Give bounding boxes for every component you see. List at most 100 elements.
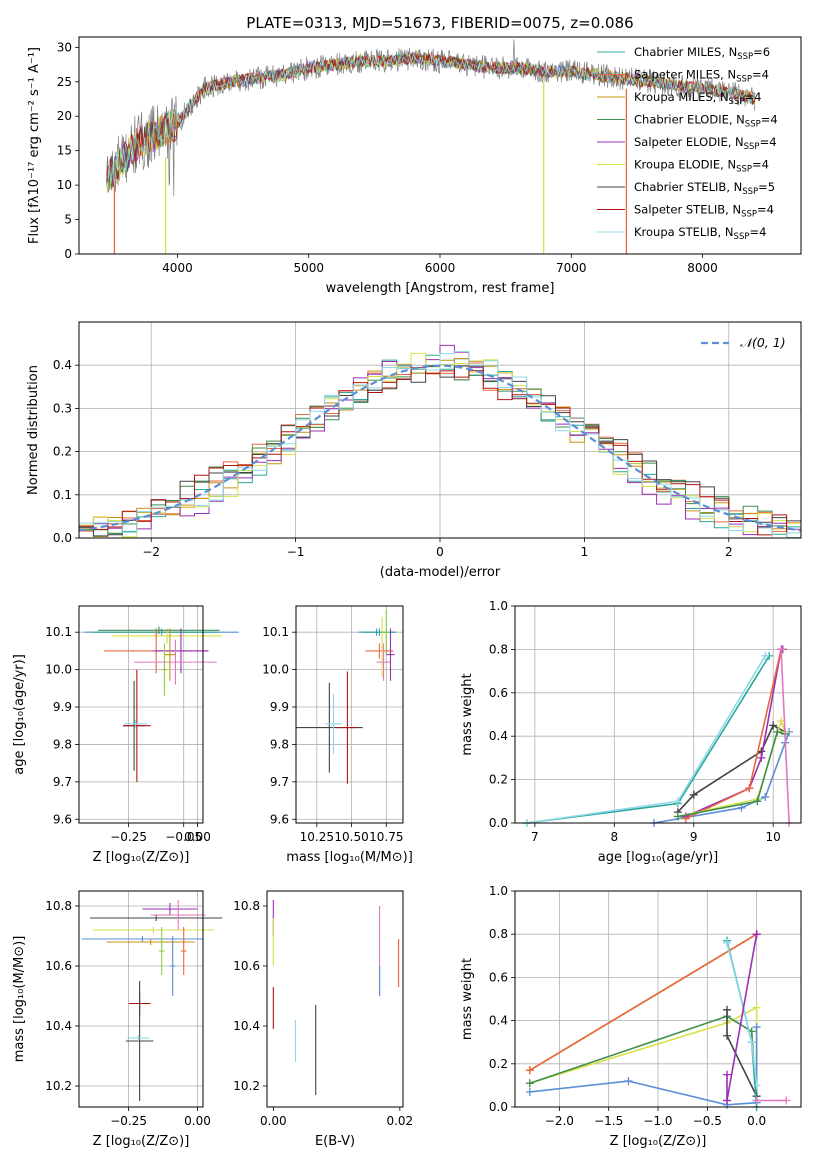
plot-frame <box>514 890 802 1108</box>
mass-weight-line-8 <box>780 649 790 824</box>
errorbar-panel-2: −0.25 −0.050.00 9.6 9.7 9.8 9.9 10.0 10.1 Z [log… <box>12 605 239 865</box>
errorbar-point-7 <box>164 628 176 681</box>
errorbar-point-5 <box>376 643 391 681</box>
y-tick-label-1: 0.1 <box>53 488 72 502</box>
observed-spectrum-line <box>106 39 756 197</box>
plot-frame <box>266 890 404 1108</box>
errorbar-point-7 <box>169 936 176 996</box>
errorbar-point-10 <box>125 981 154 1101</box>
legend-entry-1: Salpeter MILES, NSSP=4 <box>634 68 769 85</box>
mass-weight-marker-9-0 <box>752 1096 761 1105</box>
y-tick-label-5: 25 <box>57 75 72 89</box>
y-tick-label-3: 0.3 <box>53 401 72 415</box>
x-tick-label-2: 6000 <box>425 261 456 275</box>
y-tick-label-5: 10.1 <box>262 625 289 639</box>
y-tick-label-0: 9.6 <box>53 812 72 826</box>
errorbar-point-6 <box>134 639 217 685</box>
mass-weight-line-1 <box>529 933 758 1071</box>
y-tick-label-0: 0.0 <box>489 816 508 830</box>
errorbar-point-3 <box>365 643 394 659</box>
y-tick-label-6: 30 <box>57 40 72 54</box>
y-tick-label-4: 0.8 <box>489 642 508 656</box>
x-axis-label: Z [log₁₀(Z/Z⊙)] <box>93 1134 190 1149</box>
legend-entry-7: Salpeter STELIB, NSSP=4 <box>634 203 774 220</box>
legend: Chabrier MILES, NSSP=6 Salpeter MILES, NS… <box>597 45 778 242</box>
x-tick-label-1: −0.05 <box>165 830 202 844</box>
mass-weight-marker-8-4 <box>723 1096 732 1105</box>
y-tick-label-4: 10.0 <box>262 663 289 677</box>
mass-weight-marker-7-1 <box>753 797 762 806</box>
y-tick-label-1: 5 <box>64 213 72 227</box>
y-axis-label: mass weight <box>460 958 475 1040</box>
x-axis-label: wavelength [Angstrom, rest frame] <box>326 281 555 296</box>
spectrum-lines <box>106 39 756 254</box>
mass-weight-marker-4-4 <box>752 1023 761 1032</box>
mass-weight-marker-5-1 <box>723 1031 732 1040</box>
y-tick-label-4: 10.0 <box>45 663 72 677</box>
mass-weight-line-2 <box>529 1006 758 1101</box>
x-tick-label-1: −1.5 <box>594 1114 623 1128</box>
mass-weight-marker-1-0 <box>525 1066 534 1075</box>
x-tick-label-2: −1.0 <box>643 1114 672 1128</box>
mass-weight-panel-7: −2.0 −1.5 −1.0 −0.5 0.0 0.0 0.2 0.4 0.6 0.8 1.0 Z [… <box>460 884 802 1149</box>
mass-weight-line-8 <box>726 934 758 1101</box>
errorbar-panel-6: 0.00 0.02 10.2 10.4 10.6 10.8 E(B-V) <box>233 890 413 1149</box>
y-axis-label: Normed distribution <box>26 365 41 495</box>
x-tick-label-2: 0.00 <box>184 830 211 844</box>
y-tick-label-5: 1.0 <box>489 884 508 898</box>
model-spectrum-line-8 <box>106 52 756 188</box>
mass-weight-lines <box>522 645 794 827</box>
mass-weight-marker-8-3 <box>752 930 761 939</box>
x-tick-label-1: 10.50 <box>334 830 368 844</box>
x-tick-label-2: 10.75 <box>369 830 403 844</box>
errorbar-points <box>84 626 239 782</box>
y-tick-label-1: 0.2 <box>489 1057 508 1071</box>
errorbar-point-4 <box>81 936 203 942</box>
mass-weight-marker-3-3 <box>769 721 778 730</box>
normal-curve-line <box>78 364 802 532</box>
mass-weight-marker-1-1 <box>673 797 682 806</box>
x-axis-label: Z [log₁₀(Z/Z⊙)] <box>93 850 190 865</box>
y-tick-label-0: 0.0 <box>53 531 72 545</box>
x-tick-label-0: 10.25 <box>300 830 334 844</box>
mass-weight-line-4 <box>529 1027 758 1106</box>
grid <box>515 890 801 1108</box>
mass-weight-marker-7-2 <box>752 1081 761 1090</box>
y-tick-label-1: 0.2 <box>489 773 508 787</box>
errorbar-point-8 <box>161 643 168 696</box>
mass-weight-line-0 <box>526 655 770 824</box>
errorbar-point-2 <box>150 900 206 930</box>
errorbar-point-6 <box>158 927 165 975</box>
legend-entry-6: Chabrier STELIB, NSSP=5 <box>634 180 775 197</box>
y-tick-label-2: 0.4 <box>489 1014 508 1028</box>
x-axis-label: (data-model)/error <box>380 565 501 580</box>
legend-entry-8: Kroupa STELIB, NSSP=4 <box>634 225 766 242</box>
histogram-step-8 <box>79 351 801 539</box>
y-tick-label-3: 9.9 <box>53 700 72 714</box>
mass-weight-marker-2-2 <box>761 792 770 801</box>
residual-panel: −2 −1 0 1 2 0.0 0.1 0.2 0.3 0.4 (data-model)/error… <box>26 321 802 580</box>
errorbar-point-8 <box>180 927 187 975</box>
errorbar-point-6 <box>380 617 384 678</box>
y-tick-label-1: 10.4 <box>233 1019 260 1033</box>
histogram-step-7 <box>79 367 801 539</box>
errorbar-points <box>296 609 397 784</box>
x-tick-label-3: 10 <box>766 830 781 844</box>
y-tick-label-1: 9.7 <box>53 775 72 789</box>
y-tick-label-2: 0.2 <box>53 445 72 459</box>
x-tick-label-3: 7000 <box>556 261 587 275</box>
mass-weight-marker-8-0 <box>777 645 786 654</box>
mass-weight-marker-7-0 <box>673 812 682 821</box>
plot-frame <box>78 36 802 255</box>
y-axis-label: mass [log₁₀(M/M⊙)] <box>12 936 27 1063</box>
plot-frame <box>78 605 204 824</box>
x-tick-label-0: 0.00 <box>260 1114 287 1128</box>
x-tick-label-2: 0 <box>436 545 444 559</box>
x-tick-label-2: 9 <box>690 830 698 844</box>
y-tick-label-0: 10.2 <box>233 1079 260 1093</box>
errorbar-point-1 <box>142 903 198 915</box>
mass-weight-marker-7-1 <box>747 1038 756 1047</box>
mass-weight-marker-2-2 <box>752 1003 761 1012</box>
errorbar-point-4 <box>386 628 395 681</box>
y-tick-label-0: 0.0 <box>489 1100 508 1114</box>
